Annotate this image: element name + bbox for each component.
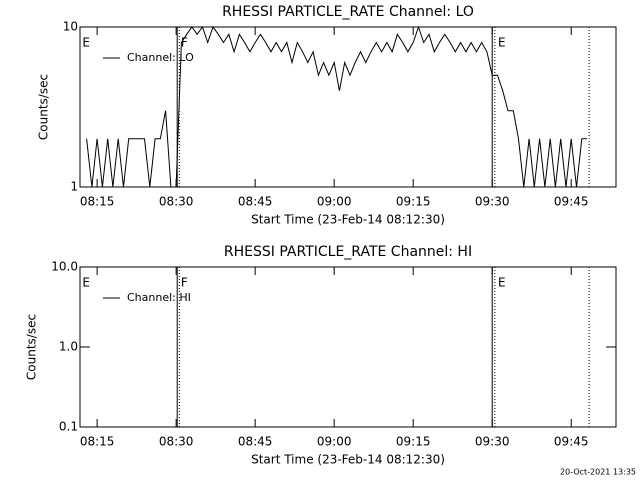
x-axis-label: Start Time (23-Feb-14 08:12:30) <box>251 453 445 467</box>
event-label: F <box>181 36 188 50</box>
y-axis-label: Counts/sec <box>37 74 51 140</box>
y-tick-label: 1 <box>70 180 78 194</box>
event-label: E <box>498 276 506 290</box>
plot-frame <box>79 26 617 188</box>
footer: 20-Oct-2021 13:35 <box>560 468 636 477</box>
event-label: F <box>181 276 188 290</box>
x-tick-label: 09:45 <box>554 435 589 449</box>
y-axis-label: Counts/sec <box>25 314 39 380</box>
x-axis-label: Start Time (23-Feb-14 08:12:30) <box>251 213 445 227</box>
y-tick-label: 10 <box>63 20 78 34</box>
x-tick-label: 08:15 <box>80 435 115 449</box>
x-tick-label: 09:30 <box>475 195 510 209</box>
chart-title: RHESSI PARTICLE_RATE Channel: LO <box>222 4 474 20</box>
x-tick-label: 09:45 <box>554 195 589 209</box>
x-tick-label: 08:45 <box>238 435 273 449</box>
legend-label: Channel: HI <box>127 291 191 304</box>
x-tick-label: 09:30 <box>475 435 510 449</box>
x-tick-label: 08:30 <box>159 195 194 209</box>
event-label: E <box>82 36 90 50</box>
x-tick-label: 09:15 <box>396 435 431 449</box>
x-tick-label: 09:00 <box>317 435 352 449</box>
x-tick-label: 08:15 <box>80 195 115 209</box>
x-tick-label: 09:00 <box>317 195 352 209</box>
x-tick-label: 09:15 <box>396 195 431 209</box>
y-tick-label: 1.0 <box>59 340 78 354</box>
data-line <box>86 25 587 188</box>
legend-label: Channel: LO <box>127 51 194 64</box>
y-tick-label: 0.1 <box>59 420 78 434</box>
event-label: E <box>82 276 90 290</box>
event-label: E <box>498 36 506 50</box>
y-tick-label: 10.0 <box>51 260 78 274</box>
chart-title: RHESSI PARTICLE_RATE Channel: HI <box>224 244 472 260</box>
x-tick-label: 08:45 <box>238 195 273 209</box>
x-tick-label: 08:30 <box>159 435 194 449</box>
